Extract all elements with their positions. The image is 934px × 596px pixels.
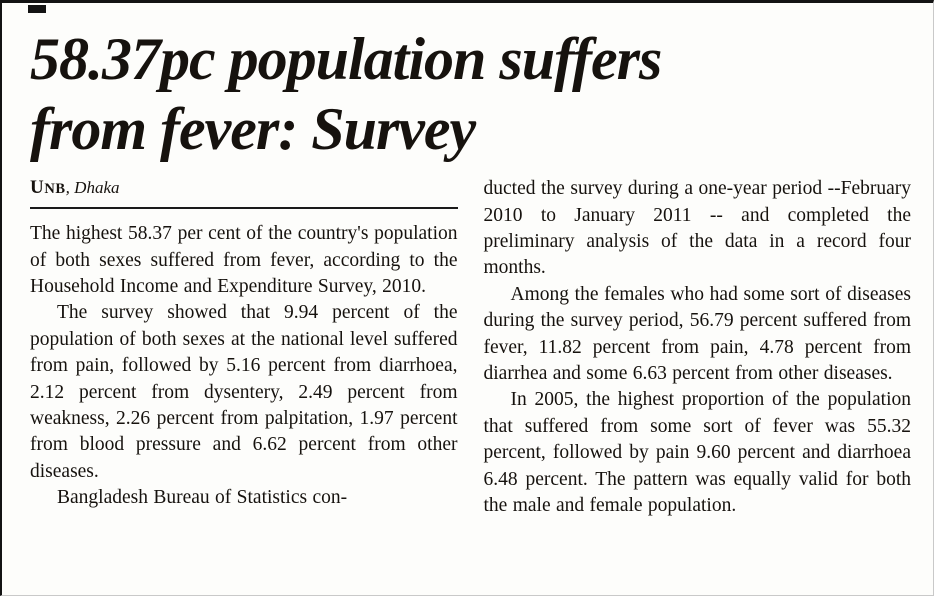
paragraph: ducted the survey during a one-year peri…	[483, 178, 912, 279]
right-column: ducted the survey during a one-year peri…	[484, 176, 912, 519]
byline: UNB, Dhaka	[30, 178, 458, 199]
paragraph: The survey showed that 9.94 percent of t…	[30, 302, 458, 482]
paragraph: Among the females who had some sort of d…	[483, 283, 912, 385]
clipping-mark	[28, 5, 46, 13]
paragraph: The highest 58.37 per cent of the countr…	[30, 223, 458, 297]
article-columns: UNB, Dhaka The highest 58.37 per cent of…	[30, 176, 911, 519]
byline-agency: UNB	[30, 177, 66, 199]
paragraph: Bangladesh Bureau of Statistics con-	[57, 487, 348, 509]
headline-line-1: 58.37pc population suffers	[30, 26, 662, 92]
byline-rule	[30, 207, 458, 210]
byline-location: , Dhaka	[65, 178, 120, 198]
paragraph: In 2005, the highest proportion of the p…	[483, 389, 912, 517]
left-column: UNB, Dhaka The highest 58.37 per cent of…	[30, 176, 458, 519]
headline: 58.37pc population suffers from fever: S…	[30, 25, 911, 164]
headline-line-2: from fever: Survey	[30, 95, 476, 162]
